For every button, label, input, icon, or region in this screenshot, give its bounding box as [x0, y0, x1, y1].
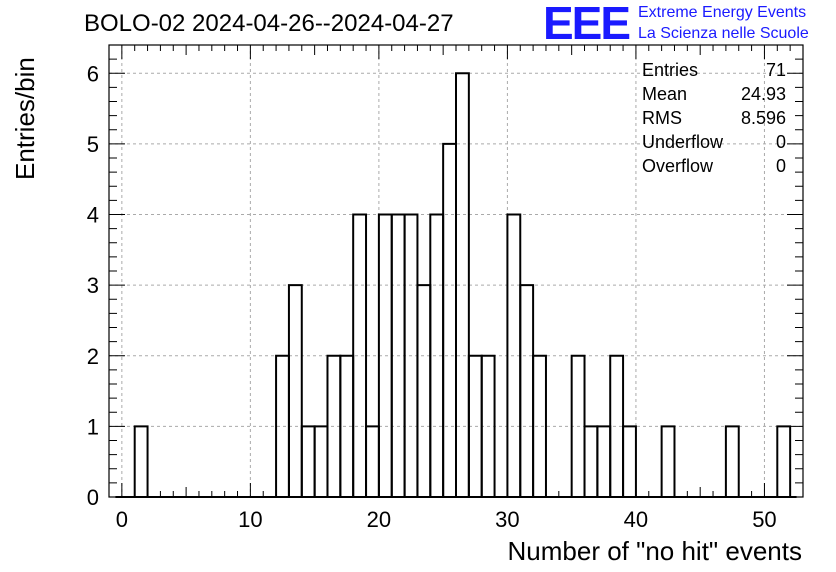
y-tick-label: 5 [87, 132, 99, 157]
y-tick-label: 4 [87, 203, 99, 228]
logo-subtitle-line1: Extreme Energy Events [638, 4, 807, 21]
stats-value: 0 [775, 156, 786, 176]
stats-row-underflow: Underflow 0 [636, 130, 786, 154]
stats-value: 71 [765, 60, 786, 80]
histogram-bin [596, 425, 612, 498]
x-tick-label: 50 [752, 507, 776, 532]
histogram-bin [660, 425, 676, 498]
stats-value: 24.93 [740, 84, 786, 104]
histogram-bin [133, 425, 149, 498]
stats-row-overflow: Overflow 0 [636, 154, 786, 178]
eee-logo: EEE [543, 0, 631, 49]
histogram-bin [519, 284, 535, 498]
stats-value: 8.596 [740, 108, 786, 128]
axes: 0 10 20 30 40 50 0 1 2 3 4 5 6 [87, 44, 804, 532]
stats-label: Mean [642, 84, 688, 104]
x-axis-label: Number of "no hit" events [507, 536, 803, 566]
x-tick-label: 0 [116, 507, 128, 532]
stats-row-rms: RMS 8.596 [636, 106, 786, 130]
histogram-bin [776, 425, 792, 498]
histogram-bin [300, 425, 316, 498]
y-tick-label: 2 [87, 344, 99, 369]
stats-value: 0 [775, 132, 786, 152]
histogram-bin [583, 425, 599, 498]
chart-title: BOLO-02 2024-04-26--2024-04-27 [84, 10, 454, 37]
histogram-bin [313, 425, 329, 498]
histogram-bin [365, 425, 380, 498]
stats-label: RMS [642, 108, 682, 128]
histogram-bin [287, 284, 303, 498]
histogram-bin [416, 284, 432, 498]
y-tick-label: 6 [87, 61, 99, 86]
x-tick-label: 20 [367, 507, 391, 532]
stats-row-mean: Mean 24.93 [636, 82, 786, 106]
stats-box: Entries 71 Mean 24.93 RMS 8.596 Underflow 0 … [636, 58, 786, 178]
histogram-bin [442, 142, 458, 498]
stats-row-entries: Entries 71 [636, 58, 786, 82]
grid-lines [109, 45, 803, 497]
y-tick-label: 3 [87, 273, 99, 298]
logo-subtitle-line2: La Scienza nelle Scuole [638, 25, 809, 42]
x-tick-label: 10 [238, 507, 262, 532]
x-tick-label: 30 [495, 507, 519, 532]
histogram-bin [724, 425, 740, 498]
histogram-bin [622, 425, 637, 498]
stats-label: Overflow [642, 156, 714, 176]
histogram-bars [115, 72, 797, 498]
x-tick-label: 40 [624, 507, 648, 532]
y-axis-label: Entries/bin [10, 57, 40, 180]
stats-label: Entries [642, 60, 699, 80]
y-tick-label: 0 [87, 485, 99, 510]
y-tick-label: 1 [87, 414, 99, 439]
stats-label: Underflow [642, 132, 724, 152]
